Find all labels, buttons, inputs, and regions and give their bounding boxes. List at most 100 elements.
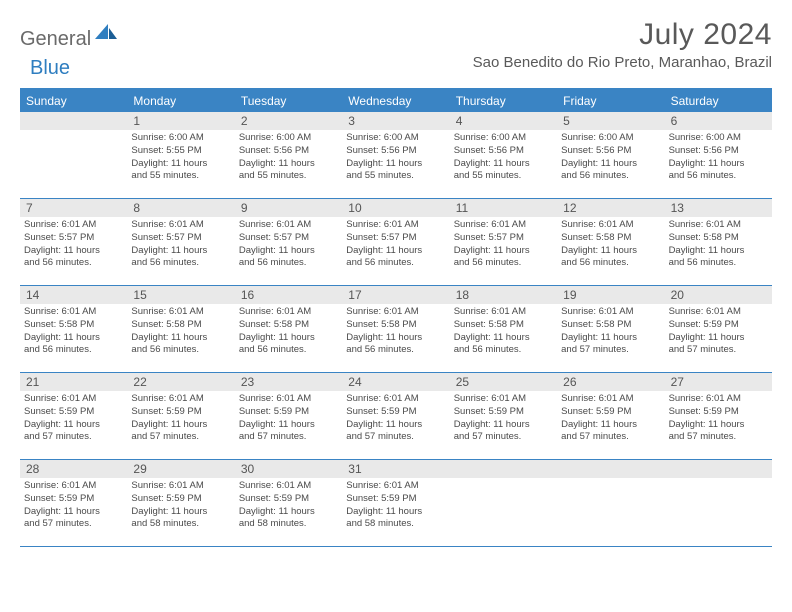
day-info-line: Sunset: 5:58 PM — [239, 319, 338, 332]
month-title: July 2024 — [473, 18, 772, 52]
day-info-line: Sunrise: 6:01 AM — [131, 480, 230, 493]
day-info-line: Sunrise: 6:00 AM — [454, 132, 553, 145]
day-cell — [450, 460, 557, 546]
day-number: 25 — [450, 373, 557, 391]
day-body: Sunrise: 6:01 AMSunset: 5:59 PMDaylight:… — [20, 478, 127, 535]
day-body: Sunrise: 6:00 AMSunset: 5:56 PMDaylight:… — [665, 130, 772, 187]
day-body: Sunrise: 6:01 AMSunset: 5:59 PMDaylight:… — [127, 391, 234, 448]
day-info-line: Daylight: 11 hours — [561, 419, 660, 432]
week-row: 28Sunrise: 6:01 AMSunset: 5:59 PMDayligh… — [20, 460, 772, 547]
brand-logo: General — [20, 24, 119, 55]
day-info-line: and 57 minutes. — [346, 431, 445, 444]
day-info-line: Sunrise: 6:01 AM — [239, 219, 338, 232]
day-info-line: Daylight: 11 hours — [239, 419, 338, 432]
day-cell — [20, 112, 127, 198]
day-number: 7 — [20, 199, 127, 217]
day-info-line: Sunrise: 6:01 AM — [346, 480, 445, 493]
day-cell: 19Sunrise: 6:01 AMSunset: 5:58 PMDayligh… — [557, 286, 664, 372]
day-body: Sunrise: 6:01 AMSunset: 5:58 PMDaylight:… — [557, 217, 664, 274]
day-body: Sunrise: 6:01 AMSunset: 5:57 PMDaylight:… — [450, 217, 557, 274]
day-info-line: and 57 minutes. — [561, 344, 660, 357]
day-number: 12 — [557, 199, 664, 217]
day-cell: 15Sunrise: 6:01 AMSunset: 5:58 PMDayligh… — [127, 286, 234, 372]
day-cell: 17Sunrise: 6:01 AMSunset: 5:58 PMDayligh… — [342, 286, 449, 372]
day-info-line: and 56 minutes. — [346, 257, 445, 270]
week-row: 21Sunrise: 6:01 AMSunset: 5:59 PMDayligh… — [20, 373, 772, 460]
day-info-line: Daylight: 11 hours — [24, 506, 123, 519]
day-info-line: Daylight: 11 hours — [454, 158, 553, 171]
day-number: 30 — [235, 460, 342, 478]
day-body: Sunrise: 6:01 AMSunset: 5:59 PMDaylight:… — [450, 391, 557, 448]
day-cell: 21Sunrise: 6:01 AMSunset: 5:59 PMDayligh… — [20, 373, 127, 459]
day-info-line: Sunrise: 6:00 AM — [239, 132, 338, 145]
day-cell: 11Sunrise: 6:01 AMSunset: 5:57 PMDayligh… — [450, 199, 557, 285]
day-info-line: and 57 minutes. — [24, 431, 123, 444]
day-number — [20, 112, 127, 130]
day-info-line: Sunrise: 6:01 AM — [24, 219, 123, 232]
day-cell: 10Sunrise: 6:01 AMSunset: 5:57 PMDayligh… — [342, 199, 449, 285]
day-info-line: and 56 minutes. — [454, 257, 553, 270]
day-number: 2 — [235, 112, 342, 130]
day-info-line: Daylight: 11 hours — [239, 506, 338, 519]
day-number: 5 — [557, 112, 664, 130]
week-row: 1Sunrise: 6:00 AMSunset: 5:55 PMDaylight… — [20, 112, 772, 199]
day-info-line: Daylight: 11 hours — [131, 245, 230, 258]
day-info-line: Daylight: 11 hours — [24, 419, 123, 432]
day-number: 6 — [665, 112, 772, 130]
day-info-line: and 57 minutes. — [131, 431, 230, 444]
day-info-line: Sunrise: 6:01 AM — [131, 306, 230, 319]
day-info-line: Daylight: 11 hours — [346, 419, 445, 432]
day-number: 17 — [342, 286, 449, 304]
day-body — [557, 478, 664, 484]
day-info-line: Sunrise: 6:01 AM — [239, 306, 338, 319]
day-cell: 3Sunrise: 6:00 AMSunset: 5:56 PMDaylight… — [342, 112, 449, 198]
day-number: 31 — [342, 460, 449, 478]
day-cell: 25Sunrise: 6:01 AMSunset: 5:59 PMDayligh… — [450, 373, 557, 459]
day-info-line: and 56 minutes. — [131, 344, 230, 357]
day-number: 14 — [20, 286, 127, 304]
day-info-line: Daylight: 11 hours — [131, 158, 230, 171]
day-info-line: Sunset: 5:59 PM — [131, 493, 230, 506]
day-number: 18 — [450, 286, 557, 304]
day-info-line: Sunset: 5:57 PM — [131, 232, 230, 245]
day-info-line: Sunset: 5:56 PM — [346, 145, 445, 158]
day-info-line: Sunrise: 6:01 AM — [131, 219, 230, 232]
day-info-line: and 56 minutes. — [239, 257, 338, 270]
day-info-line: Daylight: 11 hours — [561, 332, 660, 345]
day-number: 16 — [235, 286, 342, 304]
weekday-header: Saturday — [665, 90, 772, 112]
day-info-line: and 57 minutes. — [239, 431, 338, 444]
day-info-line: Sunset: 5:59 PM — [346, 406, 445, 419]
day-number: 23 — [235, 373, 342, 391]
day-body — [665, 478, 772, 484]
day-body: Sunrise: 6:00 AMSunset: 5:55 PMDaylight:… — [127, 130, 234, 187]
day-cell — [557, 460, 664, 546]
day-info-line: and 55 minutes. — [454, 170, 553, 183]
day-info-line: and 58 minutes. — [346, 518, 445, 531]
day-info-line: Sunrise: 6:01 AM — [24, 306, 123, 319]
location-subtitle: Sao Benedito do Rio Preto, Maranhao, Bra… — [473, 54, 772, 71]
day-info-line: Sunset: 5:59 PM — [24, 493, 123, 506]
day-body: Sunrise: 6:01 AMSunset: 5:59 PMDaylight:… — [342, 478, 449, 535]
day-info-line: Sunrise: 6:00 AM — [561, 132, 660, 145]
day-number: 8 — [127, 199, 234, 217]
day-number: 24 — [342, 373, 449, 391]
day-info-line: Sunset: 5:59 PM — [454, 406, 553, 419]
day-info-line: and 56 minutes. — [24, 344, 123, 357]
weekday-header: Wednesday — [342, 90, 449, 112]
day-info-line: Sunset: 5:58 PM — [454, 319, 553, 332]
day-info-line: Daylight: 11 hours — [131, 419, 230, 432]
day-cell: 5Sunrise: 6:00 AMSunset: 5:56 PMDaylight… — [557, 112, 664, 198]
day-info-line: Sunset: 5:59 PM — [346, 493, 445, 506]
brand-word2: Blue — [30, 57, 70, 80]
day-info-line: Sunset: 5:57 PM — [24, 232, 123, 245]
weekday-header: Monday — [127, 90, 234, 112]
day-number: 11 — [450, 199, 557, 217]
day-body: Sunrise: 6:01 AMSunset: 5:59 PMDaylight:… — [665, 391, 772, 448]
day-info-line: and 56 minutes. — [561, 257, 660, 270]
day-cell: 1Sunrise: 6:00 AMSunset: 5:55 PMDaylight… — [127, 112, 234, 198]
day-body: Sunrise: 6:00 AMSunset: 5:56 PMDaylight:… — [557, 130, 664, 187]
day-number: 26 — [557, 373, 664, 391]
day-cell: 26Sunrise: 6:01 AMSunset: 5:59 PMDayligh… — [557, 373, 664, 459]
day-number: 13 — [665, 199, 772, 217]
